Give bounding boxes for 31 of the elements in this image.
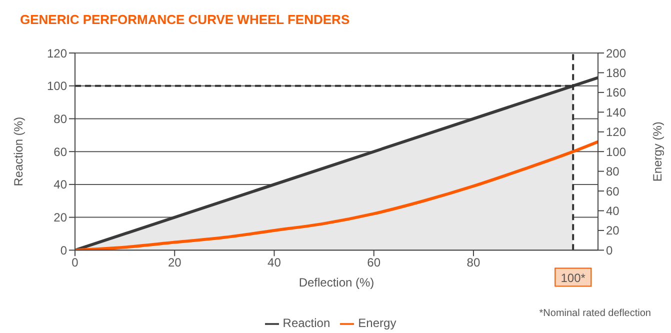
y2-tick-label: 80 [606,164,620,179]
x-axis-title: Deflection (%) [298,276,374,290]
y2-axis-title: Energy (%) [650,122,664,182]
y2-tick-label: 140 [606,105,626,120]
x-tick-label: 40 [268,256,282,270]
y-tick-label: 40 [54,178,68,192]
y-tick-label: 0 [60,243,68,258]
y2-tick-label: 40 [606,204,620,218]
y2-tick-label: 160 [606,86,626,100]
y-tick-label: 20 [54,210,68,225]
x-tick-label: 80 [466,256,480,270]
y2-tick-label: 180 [606,66,626,80]
x-tick-label: 60 [367,256,381,270]
chart-title: GENERIC PERFORMANCE CURVE WHEEL FENDERS [20,12,350,27]
y-tick-label: 80 [54,112,68,126]
ref-line-label: 100* [560,271,586,286]
y2-tick-label: 60 [606,184,620,198]
y2-tick-label: 200 [606,46,626,60]
x-tick-label: 20 [168,256,182,270]
y-tick-label: 100 [46,79,68,94]
y2-tick-label: 20 [606,224,620,238]
y2-tick-label: 100 [606,144,626,159]
x-tick-label: 0 [72,256,79,270]
y-tick-label: 60 [54,144,68,159]
y2-tick-label: 120 [606,125,626,140]
legend-label: Reaction [282,316,330,330]
y2-tick-label: 0 [606,243,613,258]
y-tick-label: 120 [46,46,68,60]
text: *Nominal rated deflection [539,308,651,319]
legend-label: Energy [358,316,396,330]
y-axis-title: Reaction (%) [11,116,26,186]
